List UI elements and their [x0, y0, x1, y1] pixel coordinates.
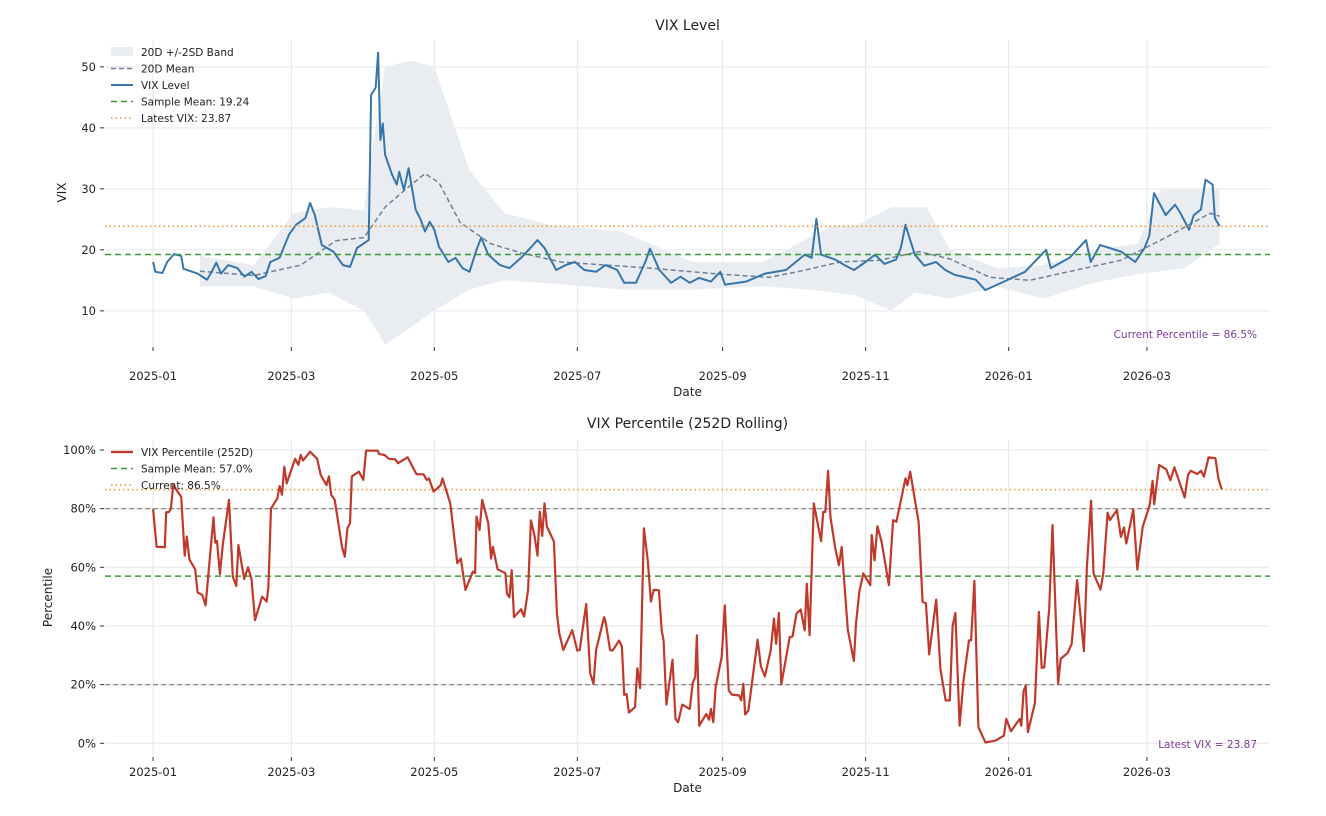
x-axis-label: Date: [673, 781, 702, 795]
x-tick-label: 2025-03: [267, 765, 315, 779]
x-tick-label: 2025-05: [410, 369, 458, 383]
x-tick-label: 2026-01: [985, 765, 1033, 779]
x-tick-label: 2025-07: [553, 765, 601, 779]
chart-title: VIX Level: [655, 18, 720, 34]
y-tick-label: 50: [81, 60, 96, 74]
vix-level-line: [152, 51, 1221, 292]
legend-label: 20D Mean: [141, 64, 194, 76]
y-tick-label: 80%: [70, 502, 96, 516]
x-tick-label: 2025-11: [842, 765, 890, 779]
mean-20d-line: [199, 172, 1220, 282]
y-tick-label: 100%: [63, 443, 96, 457]
y-tick-label: 0%: [78, 736, 96, 750]
y-tick-label: 20%: [70, 678, 96, 692]
band-area: [199, 60, 1220, 345]
x-tick-label: 2025-01: [129, 369, 177, 383]
x-tick-label: 2025-03: [267, 369, 315, 383]
vix-percentile-panel: 2025-01 2025-03 2025-05 2025-07 2025-09 2025-…: [41, 416, 1270, 795]
x-tick-label: 2025-09: [699, 765, 747, 779]
y-tick-label: 20: [81, 243, 96, 257]
y-axis-label: Percentile: [41, 568, 55, 627]
y-tick-label: 60%: [70, 560, 96, 574]
x-axis-label: Date: [673, 385, 702, 399]
x-tick-label: 2026-03: [1123, 765, 1171, 779]
legend-label: Latest VIX: 23.87: [141, 113, 231, 125]
annotation-text: Current Percentile = 86.5%: [1114, 329, 1257, 341]
y-tick-label: 10: [81, 304, 96, 318]
legend-label: Current: 86.5%: [141, 480, 221, 492]
x-tick-label: 2025-11: [842, 369, 890, 383]
vix-percentile-line: [152, 449, 1223, 744]
legend: 20D +/-2SD Band 20D Mean VIX Level Sample M…: [111, 47, 250, 125]
legend-label: 20D +/-2SD Band: [141, 47, 234, 59]
x-tick-label: 2025-07: [553, 369, 601, 383]
x-tick-label: 2026-01: [985, 369, 1033, 383]
x-tick-label: 2025-05: [410, 765, 458, 779]
x-tick-label: 2025-01: [129, 765, 177, 779]
legend: VIX Percentile (252D) Sample Mean: 57.0% C…: [111, 447, 253, 492]
legend-label: VIX Percentile (252D): [141, 447, 253, 459]
legend-label: VIX Level: [141, 80, 190, 92]
legend-label: Sample Mean: 57.0%: [141, 464, 253, 476]
y-tick-label: 40: [81, 121, 96, 135]
y-axis-label: VIX: [55, 183, 69, 203]
legend-label: Sample Mean: 19.24: [141, 97, 250, 109]
legend-swatch: [111, 47, 133, 56]
x-tick-label: 2026-03: [1123, 369, 1171, 383]
annotation-text: Latest VIX = 23.87: [1158, 739, 1257, 751]
chart-title: VIX Percentile (252D Rolling): [587, 416, 788, 432]
x-tick-label: 2025-09: [699, 369, 747, 383]
y-tick-label: 40%: [70, 619, 96, 633]
vix-level-panel: 2025-01 2025-03 2025-05 2025-07 2025-09 2025-…: [55, 18, 1270, 399]
y-tick-label: 30: [81, 182, 96, 196]
